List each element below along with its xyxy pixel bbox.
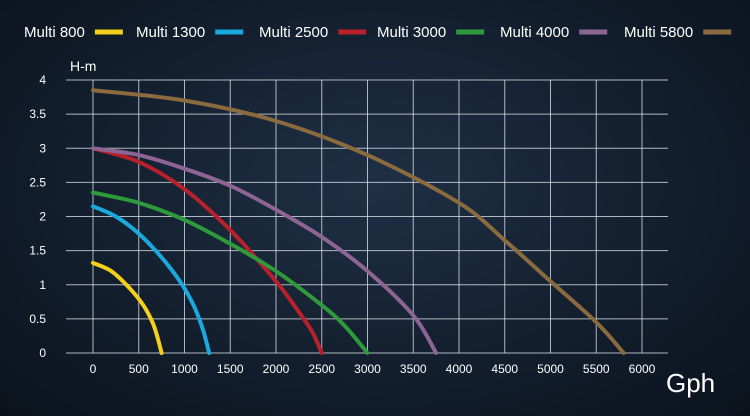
y-tick-label: 0.5	[29, 312, 46, 326]
y-tick-label: 4	[39, 73, 46, 87]
curves	[91, 88, 626, 355]
y-tick-label: 3	[39, 141, 46, 155]
x-tick-label: 6000	[629, 362, 656, 376]
legend: Multi 800 Multi 1300 Multi 2500 Multi 3000 M…	[24, 24, 732, 41]
x-tick-label: 4000	[446, 362, 473, 376]
y-tick-label: 0	[39, 346, 46, 360]
y-tick-label: 2	[39, 210, 46, 224]
series-line-multi-3000	[91, 190, 370, 355]
y-tick-label: 2.5	[29, 175, 46, 189]
series-line-multi-4000	[91, 146, 439, 355]
y-tick-label: 3.5	[29, 107, 46, 121]
legend-label-multi-5800: Multi 5800	[624, 24, 693, 41]
x-tick-label: 5000	[537, 362, 564, 376]
x-tick-label: 5500	[583, 362, 610, 376]
x-axis-ticks: 0 500 1000 1500 2000 2500 3000 3500 4000 4500 5000…	[90, 362, 656, 376]
y-axis-label: H-m	[70, 58, 96, 74]
x-tick-label: 500	[129, 362, 149, 376]
x-tick-label: 2000	[263, 362, 290, 376]
grid	[66, 79, 668, 354]
series-line-multi-1300	[91, 204, 212, 355]
x-tick-label: 3500	[400, 362, 427, 376]
x-tick-label: 4500	[491, 362, 518, 376]
y-tick-label: 1.5	[29, 244, 46, 258]
x-tick-label: 1000	[171, 362, 198, 376]
legend-label-multi-1300: Multi 1300	[136, 24, 205, 41]
series-line-multi-800	[91, 260, 164, 355]
legend-label-multi-800: Multi 800	[24, 24, 85, 41]
series-line-multi-5800	[91, 88, 626, 355]
legend-label-multi-3000: Multi 3000	[377, 24, 446, 41]
y-axis-ticks: 0 0.5 1 1.5 2 2.5 3 3.5 4	[29, 73, 46, 360]
x-tick-label: 0	[90, 362, 97, 376]
legend-label-multi-4000: Multi 4000	[500, 24, 569, 41]
x-tick-label: 2500	[308, 362, 335, 376]
x-tick-label: 3000	[354, 362, 381, 376]
legend-label-multi-2500: Multi 2500	[259, 24, 328, 41]
y-tick-label: 1	[39, 278, 46, 292]
x-axis-label: Gph	[666, 368, 715, 398]
x-tick-label: 1500	[217, 362, 244, 376]
